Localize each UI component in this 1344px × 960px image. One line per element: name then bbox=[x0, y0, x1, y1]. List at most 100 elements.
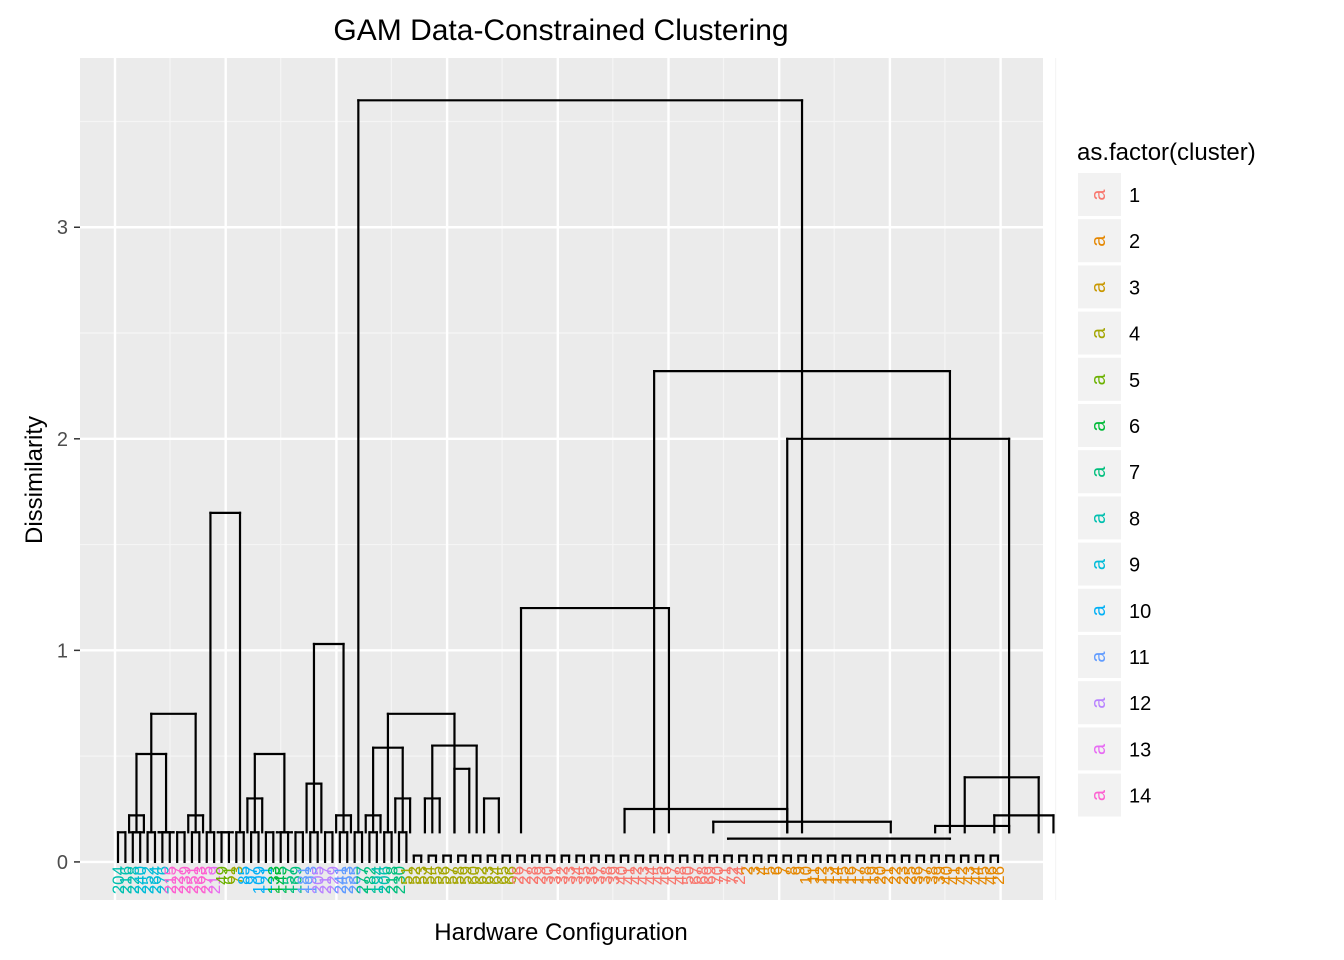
leaf-label: 218 bbox=[383, 866, 402, 894]
leaf-label: 49 bbox=[213, 866, 232, 885]
leaf-label: 194 bbox=[368, 866, 387, 894]
leaf-label: 145 bbox=[272, 866, 291, 894]
leaf-label: 27 bbox=[516, 866, 535, 885]
leaf-label: 58 bbox=[449, 866, 468, 885]
legend-label: 9 bbox=[1129, 555, 1140, 577]
legend-label: 12 bbox=[1129, 693, 1151, 715]
leaf-label: 48 bbox=[671, 866, 690, 885]
leaf-label: 67 bbox=[686, 866, 705, 885]
legend-label: 6 bbox=[1129, 416, 1140, 438]
leaf-label: 277 bbox=[353, 866, 372, 894]
legend-key-glyph: a bbox=[1088, 743, 1110, 755]
leaf-label: 40 bbox=[937, 866, 956, 885]
leaf-label: 217 bbox=[316, 866, 335, 894]
leaf-label: 216 bbox=[116, 866, 135, 894]
leaf-label: 41 bbox=[945, 866, 964, 885]
leaf-label: 44 bbox=[641, 866, 660, 885]
minor-gridlines bbox=[80, 58, 1057, 900]
leaf-label: 36 bbox=[908, 866, 927, 885]
leaf-label: 239 bbox=[176, 866, 195, 894]
leaf-label: 10 bbox=[797, 866, 816, 885]
leaf-label: 72 bbox=[723, 866, 742, 885]
legend-label: 11 bbox=[1129, 647, 1150, 669]
legend-key bbox=[1078, 173, 1121, 216]
leaf-label: 63 bbox=[479, 866, 498, 885]
legend-key bbox=[1078, 635, 1121, 678]
leaf-label: 29 bbox=[531, 866, 550, 885]
legend-key bbox=[1078, 450, 1121, 494]
leaf-label: 241 bbox=[331, 866, 350, 894]
leaf-label: 133 bbox=[264, 866, 283, 894]
leaf-label: 37 bbox=[915, 866, 934, 885]
chart-title: GAM Data-Constrained Clustering bbox=[333, 14, 788, 47]
leaf-label: 55 bbox=[427, 866, 446, 885]
legend-items: a 1 a 2 a 3 a 4 a 5 a 6 a 7 a 8 a 9 a 10 a 11 a 12 a 13 a 14 bbox=[1078, 173, 1151, 817]
leaf-label: 19 bbox=[863, 866, 882, 885]
leaf-label: 65 bbox=[494, 866, 513, 885]
leaf-label: 230 bbox=[390, 866, 409, 894]
leaf-label: 109 bbox=[250, 866, 269, 894]
leaf-label: 20 bbox=[871, 866, 890, 885]
leaf-label: 57 bbox=[442, 866, 461, 885]
leaf-label: 264 bbox=[146, 866, 165, 894]
leaf-label: 181 bbox=[294, 866, 313, 894]
leaf-label: 251 bbox=[183, 866, 202, 894]
legend-key bbox=[1078, 311, 1121, 355]
legend-label: 1 bbox=[1129, 185, 1140, 207]
legend-key bbox=[1078, 357, 1121, 401]
leaf-label: 13 bbox=[819, 866, 838, 885]
leaf-label: 215 bbox=[161, 866, 180, 894]
leaf-label: 2 bbox=[738, 866, 757, 875]
legend-label: 3 bbox=[1129, 277, 1140, 299]
legend-key bbox=[1078, 681, 1121, 725]
leaf-label: 205 bbox=[309, 866, 328, 894]
legend-key-glyph: a bbox=[1088, 604, 1110, 616]
leaf-label: 204 bbox=[109, 866, 128, 894]
leaf-label: 7 bbox=[775, 866, 794, 875]
leaf-label: 69 bbox=[701, 866, 720, 885]
legend-key bbox=[1078, 727, 1121, 771]
leaf-label: 219 bbox=[205, 866, 224, 894]
leaf-label: 64 bbox=[486, 866, 505, 885]
leaf-label: 24 bbox=[730, 866, 749, 885]
legend-key-glyph: a bbox=[1088, 651, 1110, 663]
leaf-label: 50 bbox=[678, 866, 697, 885]
leaf-label: 25 bbox=[900, 866, 919, 885]
leaf-label: 240 bbox=[131, 866, 150, 894]
leaf-label: 59 bbox=[457, 866, 476, 885]
legend-key bbox=[1078, 219, 1121, 263]
legend-key-glyph: a bbox=[1088, 189, 1110, 201]
leaf-label: 42 bbox=[952, 866, 971, 885]
legend-key-glyph: a bbox=[1088, 420, 1110, 432]
leaf-label: 9 bbox=[789, 866, 808, 875]
y-axis-title: Dissimilarity bbox=[21, 416, 48, 544]
legend: as.factor(cluster) a 1 a 2 a 3 a 4 a 5 a 6 a 7 a 8 a 9 a 10… bbox=[1077, 139, 1256, 817]
leaf-label: 32 bbox=[553, 866, 572, 885]
leaf-label: 227 bbox=[168, 866, 187, 894]
leaf-label: 28 bbox=[523, 866, 542, 885]
legend-key bbox=[1078, 542, 1121, 586]
leaf-label: 62 bbox=[471, 866, 490, 885]
leaf-label: 61 bbox=[220, 866, 239, 885]
leaf-label: 44 bbox=[967, 866, 986, 885]
leaf-label: 41 bbox=[619, 866, 638, 885]
leaf-label: 36 bbox=[582, 866, 601, 885]
leaf-label: 43 bbox=[959, 866, 978, 885]
legend-key bbox=[1078, 773, 1121, 817]
leaf-label: 53 bbox=[412, 866, 431, 885]
legend-key-glyph: a bbox=[1088, 558, 1110, 570]
leaf-label: 265 bbox=[346, 866, 365, 894]
leaf-label: 121 bbox=[257, 866, 276, 894]
leaf-label: 229 bbox=[323, 866, 342, 894]
dendrogram-tree bbox=[116, 99, 1055, 864]
legend-label: 10 bbox=[1129, 601, 1151, 623]
legend-key-glyph: a bbox=[1088, 281, 1110, 293]
leaf-label: 157 bbox=[279, 866, 298, 894]
leaf-label: 45 bbox=[649, 866, 668, 885]
y-tick-label: 1 bbox=[57, 640, 68, 662]
legend-key bbox=[1078, 588, 1121, 632]
leaf-label: 46 bbox=[656, 866, 675, 885]
legend-label: 5 bbox=[1129, 370, 1140, 392]
y-tick-label: 2 bbox=[57, 429, 68, 451]
